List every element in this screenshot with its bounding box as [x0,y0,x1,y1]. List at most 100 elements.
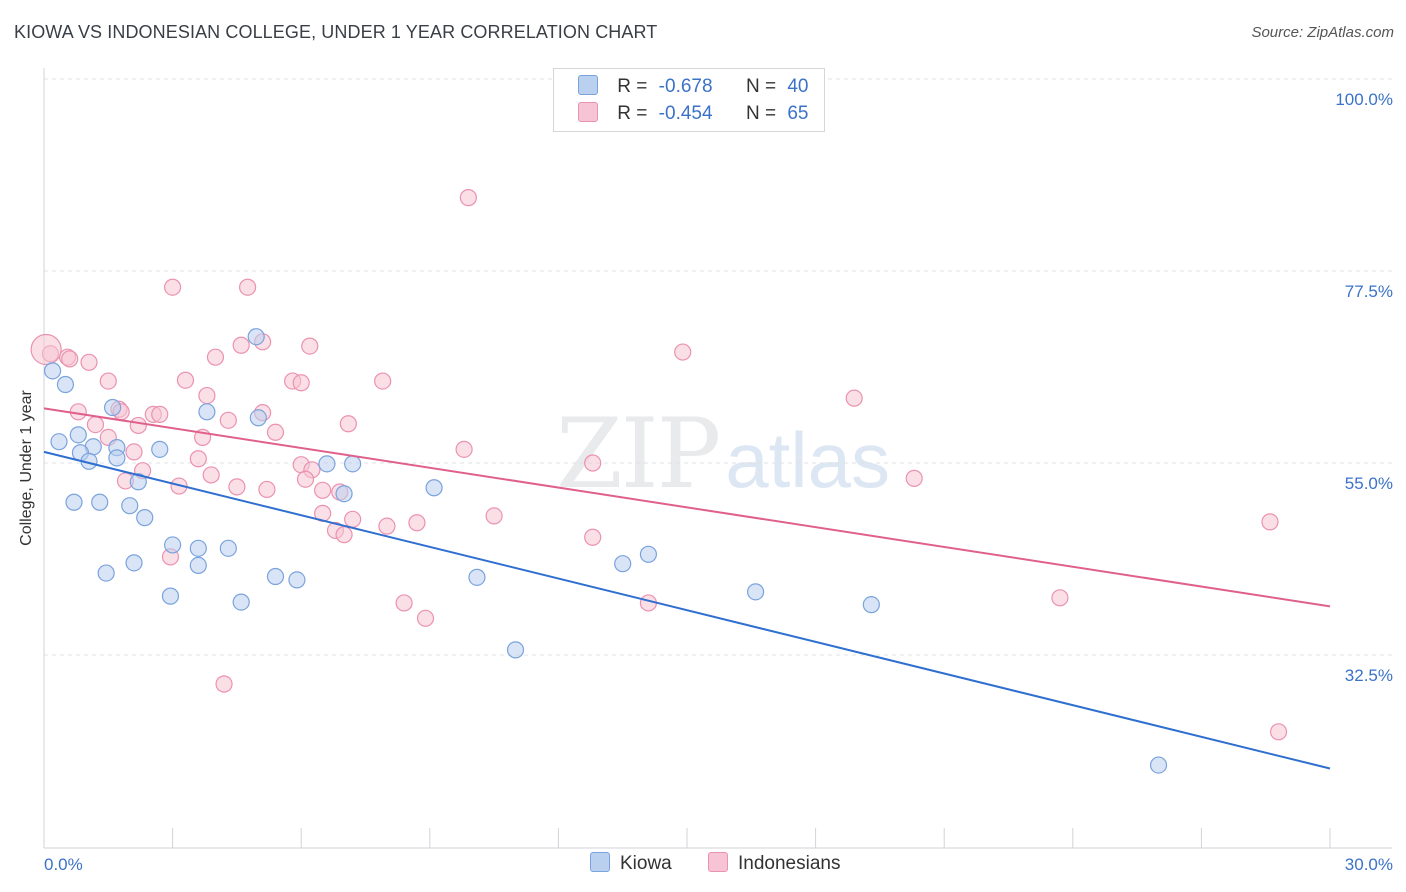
kiowa-point [125,554,143,572]
indonesians-point [99,372,117,390]
kiowa-point [288,571,306,589]
indonesians-point [206,348,225,366]
legend-row-kiowa: R = -0.678 N = 40 [578,75,808,99]
indonesians-point [845,389,863,407]
indonesians-point [292,374,310,392]
kiowa-swatch [590,852,610,872]
kiowa-point [108,449,126,467]
chart-title: KIOWA VS INDONESIAN COLLEGE, UNDER 1 YEA… [14,22,658,42]
kiowa-point [151,440,169,458]
kiowa-point [506,641,525,659]
indonesians-point [1261,513,1279,531]
indonesians-point [485,507,503,525]
indonesians-point [416,609,435,627]
y-axis-label: College, Under 1 year [18,390,35,546]
y-tick-label: 55.0% [1345,474,1393,493]
kiowa-point [164,536,182,554]
indonesians-point [219,411,237,429]
indonesians-point [344,510,362,528]
indonesians-trend-line [43,407,1331,608]
indonesians-swatch [708,852,728,872]
indonesians-point [61,350,79,368]
trend-lines [43,407,1331,770]
kiowa-point [335,485,353,503]
y-tick-label: 32.5% [1345,666,1393,685]
n-label: N = [745,76,777,97]
kiowa-point [103,398,122,417]
indonesians-point [239,278,257,296]
indonesians-point [30,333,62,366]
kiowa-point [746,583,765,601]
indonesians-point [378,517,396,535]
x-tick-label: 0.0% [44,855,83,874]
kiowa-swatch [578,75,598,95]
kiowa-point [425,479,443,497]
r-value: -0.454 [658,103,713,124]
kiowa-point [198,403,216,421]
kiowa-point [189,539,207,557]
indonesians-point [301,337,319,355]
kiowa-point [639,545,658,563]
kiowa-point [247,328,265,346]
kiowa-point [121,497,139,515]
indonesians-point [129,416,147,435]
legend-label-indonesians: Indonesians [738,853,841,874]
kiowa-point [614,555,632,573]
indonesians-point [1269,723,1288,741]
kiowa-point [91,493,109,511]
kiowa-point [56,375,75,394]
indonesians-point [125,443,143,461]
kiowa-point [249,409,267,427]
indonesians-point [176,371,195,389]
kiowa-point [161,587,180,605]
x-tick-label: 30.0% [1345,855,1393,874]
indonesians-point [164,278,182,296]
kiowa-point [69,426,87,444]
indonesians-point [374,372,392,390]
legend-item-kiowa: Kiowa [590,852,672,875]
indonesians-point [202,466,220,484]
n-value: 65 [787,103,809,124]
kiowa-point [266,567,285,586]
kiowa-point [1149,756,1168,774]
indonesians-point [408,514,426,532]
indonesians-swatch [578,102,598,122]
r-value: -0.678 [658,76,713,97]
indonesians-point [258,480,276,499]
tick-labels: 32.5% 55.0% 77.5% 100.0% 0.0% 30.0% [44,90,1393,874]
indonesians-point [395,594,413,612]
indonesians-point [296,470,315,488]
indonesians-point [314,481,332,499]
kiowa-point [129,473,147,491]
legend-item-indonesians: Indonesians [708,852,840,875]
y-tick-label: 77.5% [1345,282,1393,301]
kiowa-point [468,568,486,586]
legend-row-indonesians: R = -0.454 N = 65 [578,102,808,126]
indonesians-point [1051,589,1069,607]
indonesians-point [80,353,98,371]
indonesians-point [215,675,233,693]
indonesians-point [459,189,477,207]
grid-lines [44,78,1392,656]
y-tick-label: 100.0% [1335,90,1393,109]
indonesians-point [455,440,473,458]
indonesians-point [335,526,353,544]
kiowa-point [232,593,250,611]
indonesians-point [198,386,216,405]
kiowa-point [97,564,115,582]
n-label: N = [745,103,777,124]
kiowa-point [65,493,83,511]
indonesians-point [584,528,602,546]
indonesians-point [905,469,923,487]
indonesians-point [674,343,692,361]
kiowa-point [136,509,154,527]
indonesians-point [232,336,250,354]
axes [43,68,1392,849]
legend-label-kiowa: Kiowa [620,853,672,874]
kiowa-point [189,556,207,575]
indonesians-point [151,405,169,423]
indonesians-points [30,189,1288,741]
r-label: R = [617,103,648,124]
indonesians-point [339,415,357,433]
